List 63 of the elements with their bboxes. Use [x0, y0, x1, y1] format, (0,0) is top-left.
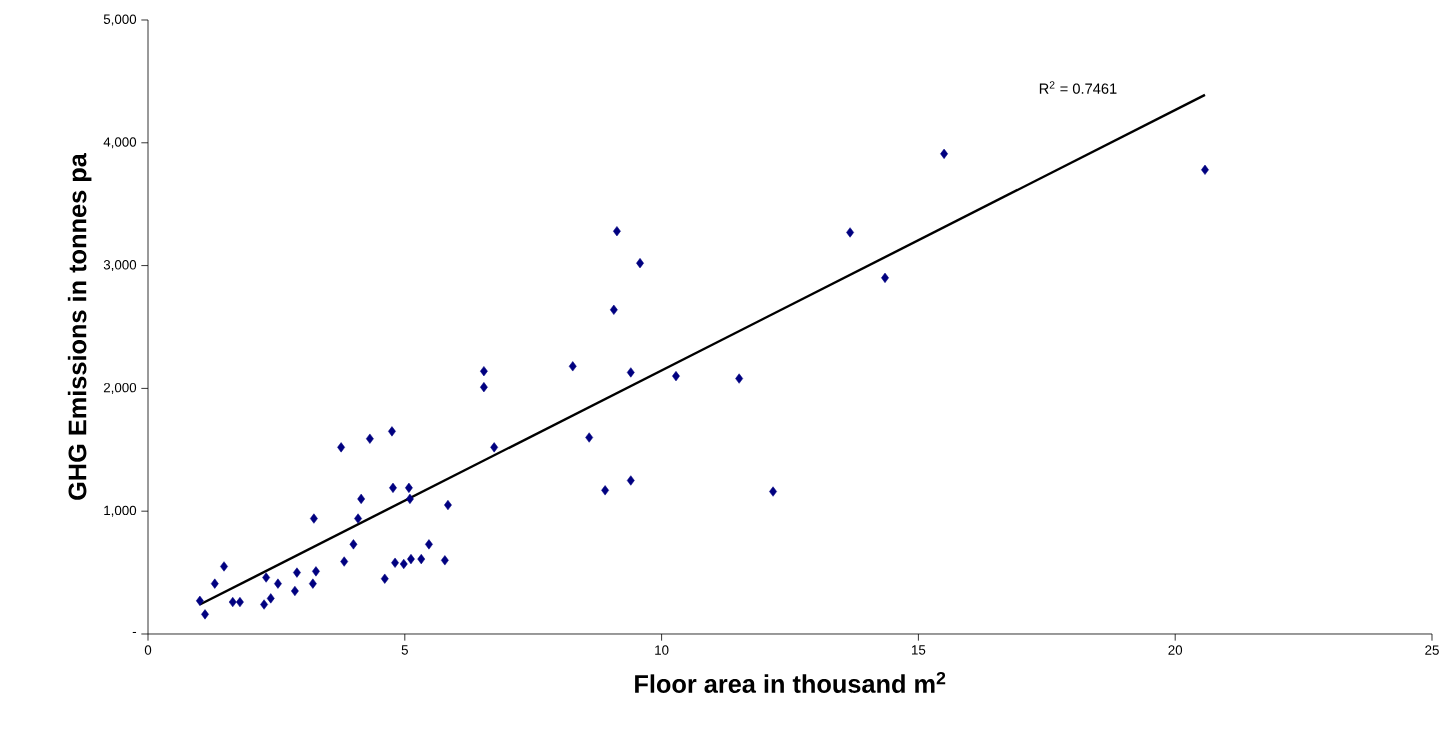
point [425, 539, 433, 550]
x-tick-label: 10 [655, 645, 669, 655]
y-tick-label: 2,000 [103, 382, 137, 394]
point [349, 539, 358, 550]
point [881, 272, 889, 283]
point [407, 554, 415, 565]
point [310, 513, 318, 524]
point [312, 566, 320, 577]
x-tick-label: 5 [401, 645, 408, 655]
x-tick-label: 25 [1425, 645, 1439, 655]
point [357, 493, 366, 504]
text: Floor area in thousand m$^{2}$ [635, 671, 946, 693]
point [636, 258, 644, 269]
point [262, 572, 270, 583]
point [201, 609, 209, 620]
y-axis-title: GHG Emissions in tonnes pa [67, 153, 92, 500]
point [846, 227, 854, 238]
point [626, 475, 635, 486]
y-tick-label: 4,000 [103, 137, 137, 149]
point [441, 555, 449, 566]
point [388, 426, 396, 437]
point [626, 367, 635, 378]
point [260, 599, 268, 610]
point [613, 226, 621, 237]
point [735, 373, 744, 384]
point [196, 595, 204, 606]
point [568, 361, 577, 372]
point [266, 593, 275, 604]
point [405, 482, 413, 493]
point [210, 578, 219, 589]
point [406, 493, 414, 504]
y-tick-label: 5,000 [103, 14, 137, 26]
annotation: R$^{2}$ = 0.7461 [1039, 81, 1117, 94]
point [293, 567, 301, 578]
point [274, 578, 282, 589]
point [399, 558, 408, 570]
x-tick-label: 15 [912, 645, 926, 655]
y-tick-label: 1,000 [104, 505, 137, 517]
point [389, 482, 397, 493]
point [609, 304, 618, 315]
point [340, 556, 349, 567]
x-tick-label: 0 [144, 645, 152, 655]
point [601, 485, 609, 496]
point [391, 557, 399, 568]
point [940, 148, 948, 159]
point [220, 561, 228, 572]
point [380, 573, 389, 584]
point [309, 578, 317, 589]
point [337, 442, 345, 453]
point [228, 596, 237, 608]
point [672, 371, 680, 382]
x-tick-label: 20 [1168, 645, 1183, 655]
y-tick-label: 3,000 [103, 260, 137, 272]
point [585, 432, 594, 443]
point [366, 433, 374, 444]
point [769, 486, 777, 497]
point [490, 442, 499, 453]
point [480, 382, 488, 393]
point [480, 366, 488, 377]
point [354, 513, 362, 524]
y-tick-label: - [132, 631, 137, 633]
point [1201, 164, 1209, 175]
point [417, 554, 426, 565]
